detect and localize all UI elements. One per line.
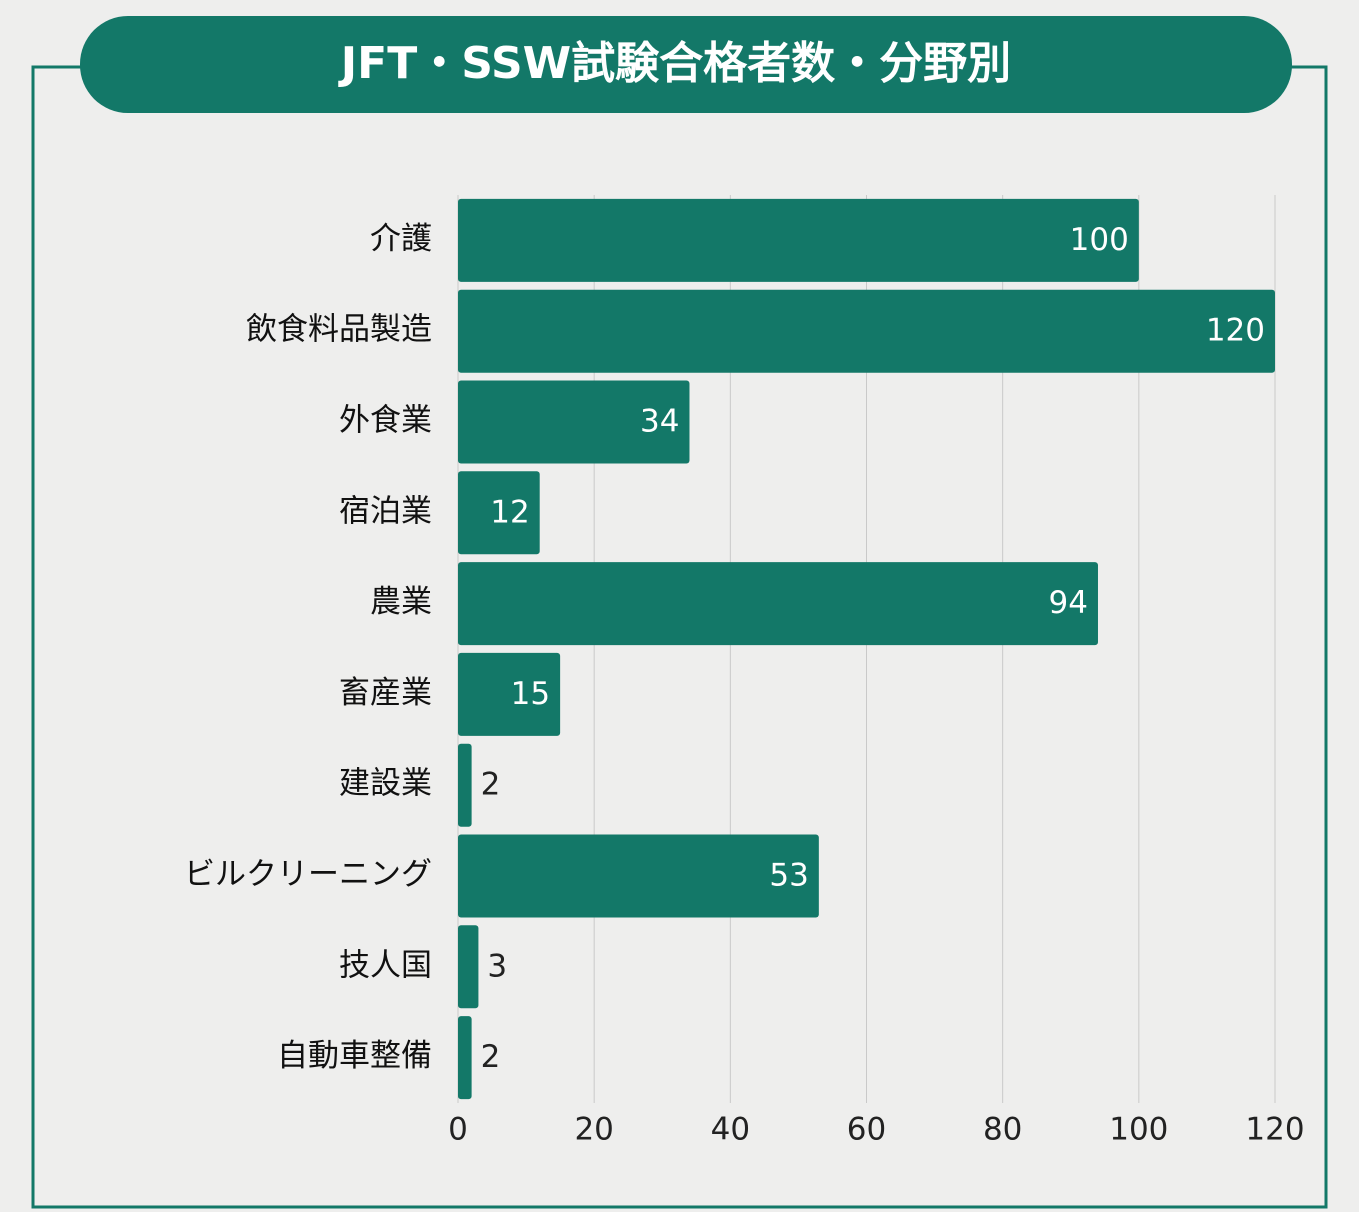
bar xyxy=(458,289,1275,373)
bar xyxy=(458,652,561,736)
bar xyxy=(458,471,540,555)
value-label: 2 xyxy=(481,767,501,803)
value-label: 3 xyxy=(487,948,507,984)
y-tick-label: 外食業 xyxy=(339,403,432,439)
y-tick-label: ビルクリーニング xyxy=(184,857,432,893)
value-label: 12 xyxy=(490,494,529,530)
y-tick-label: 畜産業 xyxy=(339,675,432,711)
x-tick-label: 0 xyxy=(448,1112,468,1148)
chart-title: JFT・SSW試験合格者数・分野別 xyxy=(338,38,1011,89)
value-label: 100 xyxy=(1070,222,1129,258)
x-tick-label: 60 xyxy=(847,1112,886,1148)
value-label: 2 xyxy=(481,1039,501,1075)
bar xyxy=(458,925,479,1009)
value-label: 15 xyxy=(511,676,550,712)
x-tick-label: 40 xyxy=(711,1112,750,1148)
value-label: 53 xyxy=(769,858,808,894)
y-tick-label: 飲食料品製造 xyxy=(246,312,432,348)
x-tick-label: 120 xyxy=(1245,1112,1304,1148)
y-tick-label: 農業 xyxy=(370,584,432,620)
x-tick-label: 80 xyxy=(983,1112,1022,1148)
labels: 0 20 40 60 80 100 120 介護 100 飲食料品製造 120 外食業 34 宿泊業 12 農… xyxy=(184,221,1305,1148)
value-label: 94 xyxy=(1049,585,1088,621)
y-tick-label: 技人国 xyxy=(339,947,432,983)
x-tick-label: 20 xyxy=(574,1112,613,1148)
y-tick-label: 介護 xyxy=(370,221,432,257)
bar xyxy=(458,1016,472,1100)
y-tick-label: 建設業 xyxy=(339,766,432,802)
bar xyxy=(458,562,1098,646)
value-label: 34 xyxy=(640,404,679,440)
bar xyxy=(458,834,819,918)
y-tick-label: 宿泊業 xyxy=(339,493,432,529)
value-label: 120 xyxy=(1206,313,1265,349)
x-tick-label: 100 xyxy=(1109,1112,1168,1148)
bar xyxy=(458,743,472,827)
title-pill xyxy=(80,16,1292,113)
y-tick-label: 自動車整備 xyxy=(277,1038,432,1074)
bars xyxy=(458,198,1275,1100)
bar xyxy=(458,380,690,464)
bar xyxy=(458,198,1139,282)
